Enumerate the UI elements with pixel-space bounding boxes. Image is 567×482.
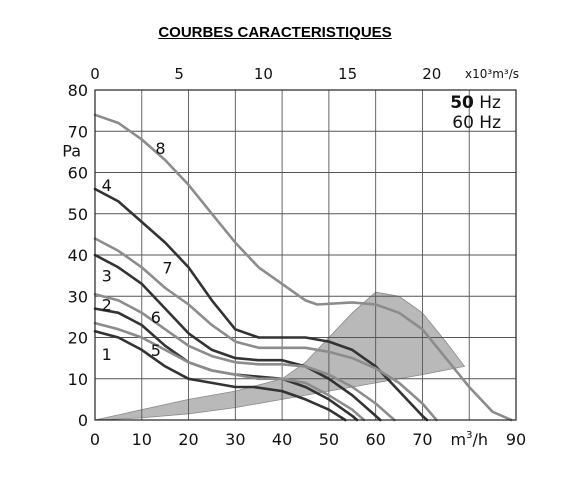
y-tick-label-30: 30 [68,287,88,306]
curve-1 [93,330,347,422]
y-tick-label-70: 70 [68,122,88,141]
x-tick-label-0: 0 [90,430,100,449]
x-tick-label-90: 90 [506,430,526,449]
curve-5 [93,321,366,422]
curve-8 [93,113,513,422]
curve-label-5: 5 [151,341,161,360]
curve-6 [93,292,396,422]
curve-label-2: 2 [102,296,112,315]
top-tick-label-5: 5 [174,65,184,83]
plot-border [94,89,517,421]
chart-title: COURBES CARACTERISTIQUES [158,24,392,41]
y-tick-label-50: 50 [68,205,88,224]
y-tick-label-10: 10 [68,370,88,389]
x-axis-label: m3/h [450,430,488,449]
curve-3 [93,253,382,422]
x-tick-label-70: 70 [412,430,432,449]
x-tick-label-40: 40 [272,430,292,449]
curve-label-3: 3 [102,267,112,286]
curve-label-1: 1 [102,345,112,364]
x-tick-label-30: 30 [225,430,245,449]
top-tick-label-10: 10 [254,65,273,83]
curve-label-4: 4 [102,176,112,195]
y-tick-label-0: 0 [78,411,88,430]
y-tick-label-80: 80 [68,81,88,100]
x-tick-label-50: 50 [319,430,339,449]
curve-4 [93,187,429,422]
legend-60hz: 60 Hz [452,113,501,133]
curve-7 [93,237,438,422]
y-tick-label-20: 20 [68,329,88,348]
top-tick-label-20: 20 [422,65,441,83]
legend-50hz: 50 Hz [450,93,501,113]
x-tick-label-20: 20 [178,430,198,449]
curve-label-8: 8 [155,139,165,158]
y-tick-label-40: 40 [68,246,88,265]
curve-label-7: 7 [162,258,172,277]
x-tick-label-10: 10 [132,430,152,449]
x-tick-label-60: 60 [365,430,385,449]
y-axis-label: Pa [62,141,81,160]
top-tick-label-15: 15 [338,65,357,83]
top-axis-label: x10³m³/s [465,67,519,81]
top-tick-label-0: 0 [90,65,100,83]
y-tick-label-60: 60 [68,164,88,183]
curve-label-6: 6 [151,308,161,327]
